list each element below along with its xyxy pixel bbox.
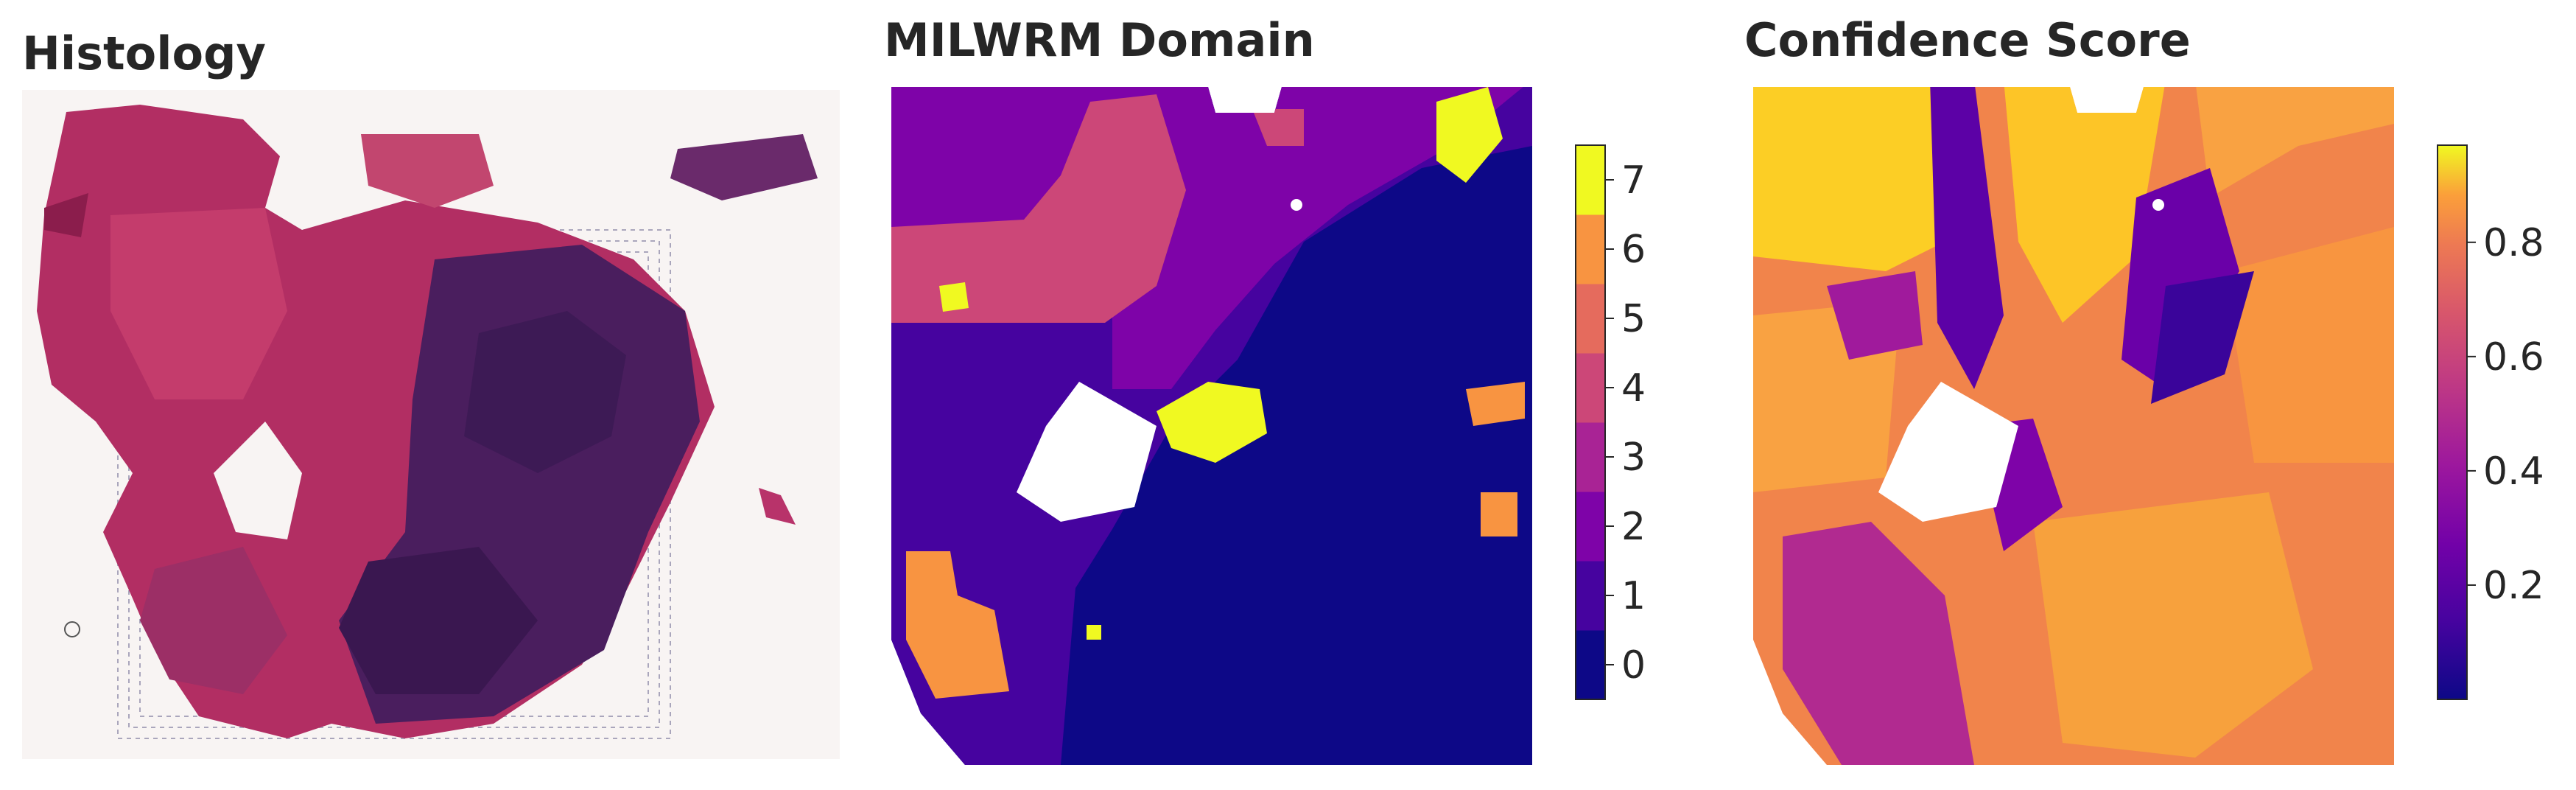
domain-colorbar-tick-label: 7	[1621, 158, 1646, 203]
domain-colorbar-ticks: 0 1 2 3 4 5 6 7	[1605, 158, 1646, 688]
domain-colorbar-block	[1576, 353, 1605, 423]
domain-regions	[891, 87, 1532, 765]
confidence-regions	[1753, 87, 2394, 765]
domain-colorbar-tick-label: 3	[1621, 436, 1646, 480]
milwrm-domain-map	[891, 87, 1532, 765]
milwrm-domain-title: MILWRM Domain	[884, 13, 1315, 67]
confidence-score-title: Confidence Score	[1744, 13, 2191, 67]
domain-colorbar-block	[1576, 492, 1605, 562]
confidence-colorbar-tick-label: 0.8	[2483, 221, 2544, 265]
confidence-colorbar-tick-label: 0.2	[2483, 564, 2544, 608]
histology-image	[22, 90, 840, 759]
confidence-score-map	[1753, 87, 2394, 765]
domain-colorbar-blocks	[1576, 145, 1605, 700]
domain-colorbar-tick-label: 4	[1621, 366, 1646, 410]
domain-colorbar-block	[1576, 561, 1605, 631]
domain-colorbar-block	[1576, 422, 1605, 492]
domain-colorbar-tick-label: 1	[1621, 574, 1646, 618]
domain-colorbar-block	[1576, 214, 1605, 284]
fiducial-marker	[64, 621, 80, 637]
tissue-section	[37, 105, 818, 738]
histology-title: Histology	[22, 27, 266, 80]
domain-colorbar-tick-label: 5	[1621, 297, 1646, 341]
confidence-colorbar-tick-label: 0.4	[2483, 450, 2544, 494]
confidence-colorbar-ticks: 0.2 0.4 0.6 0.8	[2467, 221, 2544, 608]
confidence-colorbar: 0.2 0.4 0.6 0.8	[2437, 144, 2544, 700]
domain-colorbar-block	[1576, 630, 1605, 700]
domain-colorbar-block	[1576, 145, 1605, 215]
domain-colorbar-tick-label: 6	[1621, 228, 1646, 272]
domain-colorbar-block	[1576, 284, 1605, 354]
domain-colorbar-tick-label: 0	[1621, 643, 1646, 688]
confidence-colorbar-tick-label: 0.6	[2483, 335, 2544, 380]
domain-colorbar-tick-label: 2	[1621, 505, 1646, 549]
confidence-colorbar-gradient	[2438, 145, 2467, 699]
domain-colorbar: 0 1 2 3 4 5 6 7	[1575, 144, 1646, 700]
